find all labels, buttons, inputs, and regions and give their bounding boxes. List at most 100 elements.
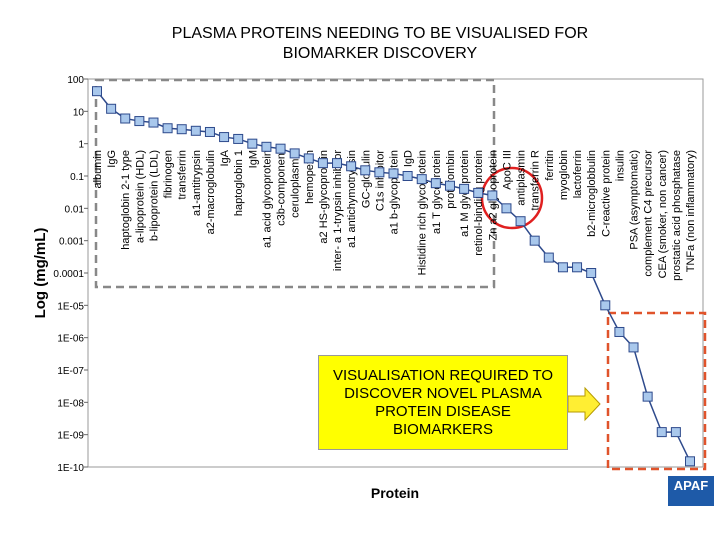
red-dashed-box [606, 311, 707, 471]
y-tick-label: 1E-08 [57, 398, 84, 409]
chart-title: PLASMA PROTEINS NEEDING TO BE VISUALISED… [171, 25, 589, 62]
x-tick-label: haptoglobin 1 [233, 150, 245, 216]
x-tick-label: GC-globulin [360, 150, 372, 208]
x-tick-label: C1s inhibitor [374, 150, 386, 211]
x-tick-label: IgA [219, 149, 231, 166]
x-tick-label: a1 acid glycoprotein [261, 150, 273, 248]
y-axis-label: Log (mg/mL) [32, 228, 49, 319]
x-tick-label: IgM [247, 150, 259, 168]
y-tick-label: 1E-07 [57, 366, 84, 377]
data-point [176, 124, 187, 135]
x-tick-label: Histidine rich glycoprotein [417, 150, 429, 275]
data-point [515, 216, 526, 227]
y-tick-label: 1E-10 [57, 463, 84, 474]
y-tick-label: 0.01 [65, 204, 85, 215]
x-tick-label: ceruloplasmin [290, 150, 302, 218]
data-point [656, 427, 667, 438]
x-tick-label: c3b-component [276, 150, 288, 226]
data-point [670, 427, 681, 438]
data-point [219, 132, 230, 143]
data-point [473, 187, 484, 198]
x-tick-label: b-lipoprotein (LDL) [148, 150, 160, 241]
x-tick-label: inter- a 1-trypsin inhibitor [332, 150, 344, 271]
x-tick-label: antiplasmin [516, 150, 528, 206]
x-tick-label: fibrinogen [163, 150, 175, 198]
highlight-circle [480, 166, 544, 230]
x-tick-label: a1 antichymotrypsin [346, 150, 358, 248]
data-point [685, 456, 695, 467]
x-tick-label: hemopexin [304, 150, 316, 204]
annotation-box: VISUALISATION REQUIRED TO DISCOVER NOVEL… [318, 355, 568, 450]
x-axis-label: Protein [371, 485, 419, 501]
x-tick-label: b2-microglobbulin [586, 150, 598, 237]
y-tick-label: 1E-05 [57, 301, 84, 312]
data-point [586, 268, 597, 278]
data-point [572, 262, 583, 273]
data-point [120, 113, 131, 124]
data-point [92, 86, 102, 97]
y-tick-label: 100 [67, 75, 84, 86]
data-point [501, 203, 512, 214]
data-point [543, 252, 554, 263]
x-tick-label: a1-antitrypsin [191, 150, 203, 216]
gray-dashed-box [94, 78, 496, 289]
x-tick-label: transferrin [177, 150, 189, 200]
y-tick-label: 0.0001 [53, 269, 84, 280]
x-tick-label: complement C4 precursor [643, 150, 655, 277]
data-point [360, 165, 371, 176]
data-point [303, 153, 314, 164]
x-tick-label: ApoC III [501, 150, 513, 190]
data-point [332, 158, 343, 169]
data-point [261, 141, 272, 152]
x-tick-label: CEA (smoker, non cancer) [657, 150, 669, 278]
y-tick-label: 10 [73, 107, 85, 118]
data-point [600, 300, 611, 311]
data-point [346, 161, 357, 172]
data-point [416, 174, 427, 185]
x-tick-label: a-lipoprotein (HDL) [134, 150, 146, 243]
y-tick-label: 1 [78, 140, 84, 151]
x-tick-label: prostatic acid phosphatase [671, 150, 683, 281]
logo: APAF [668, 476, 714, 506]
x-tick-label: myoglobin [558, 150, 570, 200]
x-tick-label: C-reactive protein [600, 150, 612, 237]
x-tick-label: insulin [614, 150, 626, 181]
y-tick-label: 0.1 [70, 172, 84, 183]
x-tick-label: retinol-binding protein [473, 150, 485, 256]
data-point [247, 138, 258, 149]
x-tick-label: TNFa (non inflammatory) [685, 150, 697, 272]
x-tick-label: haptoglobin 2-1 type [120, 150, 132, 250]
data-point [204, 126, 215, 137]
data-point [459, 183, 470, 194]
data-point [289, 148, 300, 159]
y-tick-label: 1E-09 [57, 431, 84, 442]
x-tick-label: a1 T glycoprotein [431, 150, 443, 234]
data-point [106, 103, 117, 114]
x-tick-label: prothrombin [445, 150, 457, 209]
data-point [374, 167, 385, 178]
data-point [317, 158, 328, 169]
arrow [567, 386, 601, 422]
data-point [529, 235, 540, 246]
data-point [430, 178, 441, 189]
x-tick-label: transferrin R [530, 150, 542, 211]
x-tick-label: PSA (asymptomatic) [629, 150, 641, 250]
data-point [275, 143, 286, 154]
data-point [402, 171, 413, 181]
data-point [642, 391, 653, 402]
x-tick-label: a2 HS-glycoprotein [318, 150, 330, 244]
x-tick-label: a1 b-glycoprotein [389, 150, 401, 234]
x-tick-label: IgG [106, 150, 118, 168]
y-tick-label: 0.001 [59, 237, 84, 248]
x-tick-label: ferritin [544, 150, 556, 181]
x-tick-label: a2-macroglobulin [205, 150, 217, 234]
y-tick-label: 1E-06 [57, 334, 84, 345]
data-point [628, 342, 639, 353]
data-point [134, 116, 145, 127]
data-point [614, 326, 625, 337]
x-tick-label: albumin [92, 150, 104, 189]
data-point [233, 133, 244, 144]
data-point [388, 168, 399, 179]
